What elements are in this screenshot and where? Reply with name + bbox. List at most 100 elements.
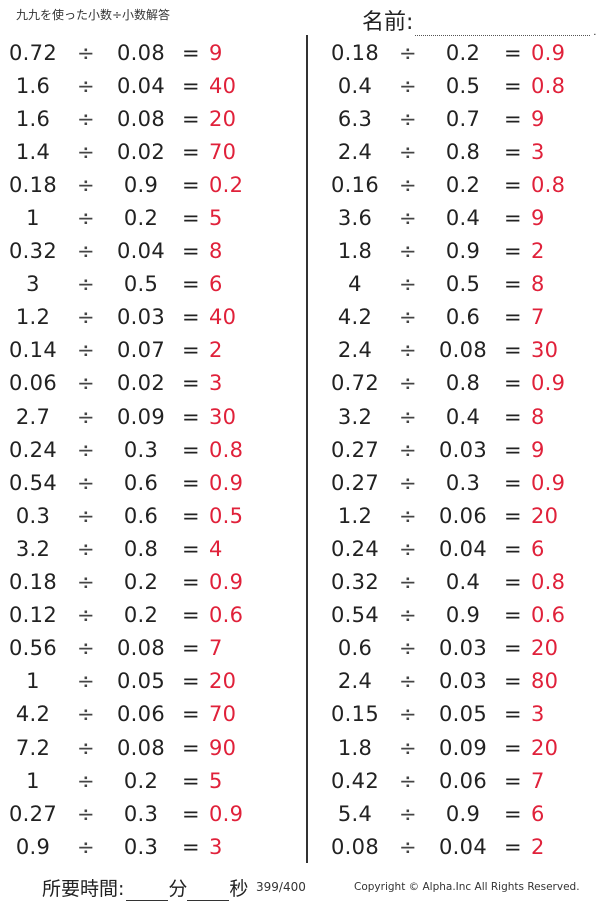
answer: 0.9 (531, 371, 566, 396)
problem-row: 0.27 ÷ 0.03 = 9 (322, 433, 591, 466)
divisor: 0.03 (117, 305, 165, 330)
divisor: 0.03 (439, 636, 487, 661)
divisor: 0.3 (123, 801, 159, 826)
answer: 70 (209, 702, 237, 727)
answer: 0.9 (209, 570, 244, 595)
divisor: 0.08 (117, 636, 165, 661)
divisor: 0.08 (117, 40, 165, 65)
answer: 30 (209, 404, 237, 429)
dividend: 0.24 (9, 437, 57, 462)
divisor: 0.5 (123, 272, 159, 297)
equals-sign: = (182, 603, 200, 628)
division-sign: ÷ (399, 404, 417, 429)
answer: 4 (209, 536, 223, 561)
equals-sign: = (182, 735, 200, 760)
equals-sign: = (182, 503, 200, 528)
copyright: Copyright © Alpha.Inc All Rights Reserve… (354, 881, 580, 893)
division-sign: ÷ (77, 470, 95, 495)
problem-row: 1.6 ÷ 0.04 = 40 (0, 69, 269, 102)
dividend: 4 (348, 272, 362, 297)
equals-sign: = (182, 437, 200, 462)
problem-row: 0.54 ÷ 0.9 = 0.6 (322, 599, 591, 632)
equals-sign: = (504, 73, 522, 98)
divisor: 0.05 (117, 669, 165, 694)
problem-row: 0.72 ÷ 0.8 = 0.9 (322, 367, 591, 400)
equals-sign: = (504, 338, 522, 363)
problem-row: 1.2 ÷ 0.03 = 40 (0, 301, 269, 334)
answer: 6 (531, 801, 545, 826)
problem-row: 1.6 ÷ 0.08 = 20 (0, 102, 269, 135)
divisor: 0.6 (123, 470, 159, 495)
divisor: 0.02 (117, 371, 165, 396)
answer: 3 (531, 702, 545, 727)
division-sign: ÷ (77, 801, 95, 826)
equals-sign: = (182, 139, 200, 164)
equals-sign: = (504, 735, 522, 760)
problem-row: 0.27 ÷ 0.3 = 0.9 (322, 466, 591, 499)
division-sign: ÷ (399, 801, 417, 826)
dividend: 0.3 (15, 503, 51, 528)
division-sign: ÷ (399, 603, 417, 628)
problem-row: 6.3 ÷ 0.7 = 9 (322, 102, 591, 135)
dividend: 1 (26, 206, 40, 231)
equals-sign: = (504, 106, 522, 131)
divisor: 0.8 (445, 371, 481, 396)
division-sign: ÷ (77, 669, 95, 694)
divisor: 0.08 (117, 106, 165, 131)
problem-row: 0.56 ÷ 0.08 = 7 (0, 632, 269, 665)
answer: 2 (531, 834, 545, 859)
dividend: 2.4 (337, 139, 373, 164)
name-blank-line: . (415, 17, 596, 38)
division-sign: ÷ (399, 834, 417, 859)
division-sign: ÷ (399, 73, 417, 98)
division-sign: ÷ (77, 338, 95, 363)
answer: 80 (531, 669, 559, 694)
name-label: 名前: (362, 10, 414, 35)
dividend: 0.56 (9, 636, 57, 661)
equals-sign: = (182, 834, 200, 859)
minutes-blank (126, 882, 169, 901)
division-sign: ÷ (399, 669, 417, 694)
answer: 0.9 (209, 801, 244, 826)
divisor: 0.02 (117, 139, 165, 164)
divisor: 0.9 (445, 603, 481, 628)
divisor: 0.08 (117, 735, 165, 760)
divisor: 0.04 (117, 239, 165, 264)
division-sign: ÷ (399, 702, 417, 727)
divisor: 0.2 (445, 172, 481, 197)
answer: 3 (209, 834, 223, 859)
dividend: 0.4 (337, 73, 373, 98)
dividend: 1 (26, 768, 40, 793)
time-label: 所要時間: (42, 878, 125, 900)
problem-row: 0.14 ÷ 0.07 = 2 (0, 334, 269, 367)
division-sign: ÷ (399, 40, 417, 65)
equals-sign: = (182, 570, 200, 595)
equals-sign: = (504, 636, 522, 661)
division-sign: ÷ (399, 305, 417, 330)
answer: 0.6 (209, 603, 244, 628)
division-sign: ÷ (399, 503, 417, 528)
dividend: 1.6 (15, 73, 51, 98)
division-sign: ÷ (77, 305, 95, 330)
dividend: 0.15 (331, 702, 379, 727)
divisor: 0.5 (445, 272, 481, 297)
problem-row: 1 ÷ 0.2 = 5 (0, 764, 269, 797)
division-sign: ÷ (399, 768, 417, 793)
divisor: 0.09 (439, 735, 487, 760)
divisor: 0.05 (439, 702, 487, 727)
answer: 7 (531, 768, 545, 793)
answer: 5 (209, 768, 223, 793)
equals-sign: = (182, 669, 200, 694)
division-sign: ÷ (77, 834, 95, 859)
equals-sign: = (182, 768, 200, 793)
problem-row: 0.15 ÷ 0.05 = 3 (322, 698, 591, 731)
dividend: 1.6 (15, 106, 51, 131)
divisor: 0.6 (445, 305, 481, 330)
column-divider (306, 35, 308, 863)
problem-row: 0.24 ÷ 0.3 = 0.8 (0, 433, 269, 466)
dividend: 7.2 (15, 735, 51, 760)
answer: 2 (209, 338, 223, 363)
dividend: 1.2 (337, 503, 373, 528)
problem-row: 0.06 ÷ 0.02 = 3 (0, 367, 269, 400)
equals-sign: = (504, 669, 522, 694)
